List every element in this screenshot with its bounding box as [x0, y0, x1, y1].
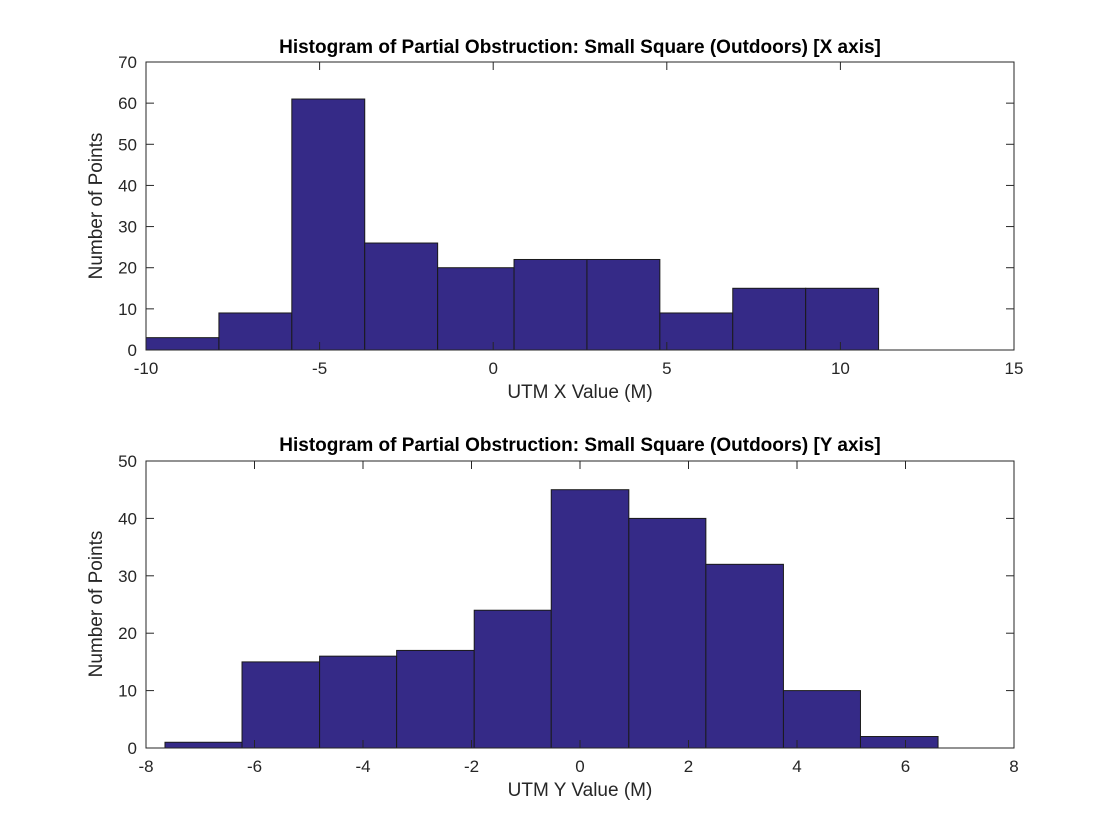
- histogram-bar: [218, 312, 293, 351]
- histogram-bar: [659, 312, 734, 351]
- x-tick-label: -4: [355, 757, 370, 776]
- x-tick-label: -2: [464, 757, 479, 776]
- plot-area-border: [145, 61, 1015, 351]
- y-tick-label: 50: [118, 452, 137, 471]
- y-axis-histogram: Histogram of Partial Obstruction: Small …: [86, 435, 1019, 801]
- x-tick-label: 0: [575, 757, 584, 776]
- x-axis-label: UTM X Value (M): [507, 382, 652, 403]
- y-tick-label: 70: [118, 53, 137, 72]
- x-tick-label: 10: [831, 359, 850, 378]
- x-tick-label: 15: [1005, 359, 1024, 378]
- histogram-bar: [319, 655, 398, 749]
- y-tick-label: 20: [118, 624, 137, 643]
- x-tick-label: -6: [247, 757, 262, 776]
- histogram-bar: [145, 337, 220, 351]
- x-tick-label: -8: [138, 757, 153, 776]
- y-tick-label: 50: [118, 135, 137, 154]
- y-tick-label: 10: [118, 300, 137, 319]
- axis-ticks: -10 -5 0 5 10 15 0 10 20 30 40 50 60 70: [118, 53, 1023, 378]
- x-tick-label: 4: [792, 757, 801, 776]
- histogram-bar: [473, 609, 552, 749]
- chart-title: Histogram of Partial Obstruction: Small …: [279, 435, 880, 456]
- y-tick-label: 20: [118, 259, 137, 278]
- histogram-bar: [782, 690, 861, 749]
- x-tick-label: 6: [901, 757, 910, 776]
- histogram-bar: [364, 242, 439, 351]
- histogram-bar: [164, 741, 243, 749]
- histogram-bar: [437, 267, 515, 351]
- histogram-bar: [805, 287, 880, 351]
- histogram-bar: [859, 736, 939, 749]
- histogram-bars: [145, 98, 880, 351]
- y-tick-label: 0: [128, 739, 137, 758]
- y-tick-label: 30: [118, 218, 137, 237]
- histogram-bar: [550, 489, 630, 749]
- histogram-bar: [241, 661, 321, 749]
- y-axis-label: Number of Points: [86, 133, 107, 280]
- y-tick-label: 0: [128, 341, 137, 360]
- histogram-bar: [513, 258, 588, 351]
- x-tick-label: 8: [1009, 757, 1018, 776]
- y-tick-label: 60: [118, 94, 137, 113]
- histogram-bar: [705, 563, 784, 749]
- y-tick-label: 10: [118, 682, 137, 701]
- x-axis-label: UTM Y Value (M): [508, 780, 653, 801]
- histogram-bar: [586, 258, 661, 351]
- y-tick-label: 40: [118, 509, 137, 528]
- histogram-bar: [396, 649, 475, 749]
- x-tick-label: -5: [312, 359, 327, 378]
- y-tick-label: 30: [118, 567, 137, 586]
- y-tick-label: 40: [118, 176, 137, 195]
- histogram-bar: [628, 517, 707, 749]
- chart-title: Histogram of Partial Obstruction: Small …: [279, 37, 881, 58]
- axis-ticks: -8 -6 -4 -2 0 2 4 6 8 0 10 20 30 40 50: [118, 452, 1019, 776]
- histogram-bar: [291, 98, 366, 351]
- x-tick-label: 5: [662, 359, 671, 378]
- x-axis-histogram: Histogram of Partial Obstruction: Small …: [86, 37, 1023, 403]
- histogram-bar: [732, 287, 807, 351]
- y-axis-label: Number of Points: [86, 531, 107, 678]
- x-tick-label: -10: [134, 359, 159, 378]
- x-tick-label: 2: [684, 757, 693, 776]
- x-tick-label: 0: [488, 359, 497, 378]
